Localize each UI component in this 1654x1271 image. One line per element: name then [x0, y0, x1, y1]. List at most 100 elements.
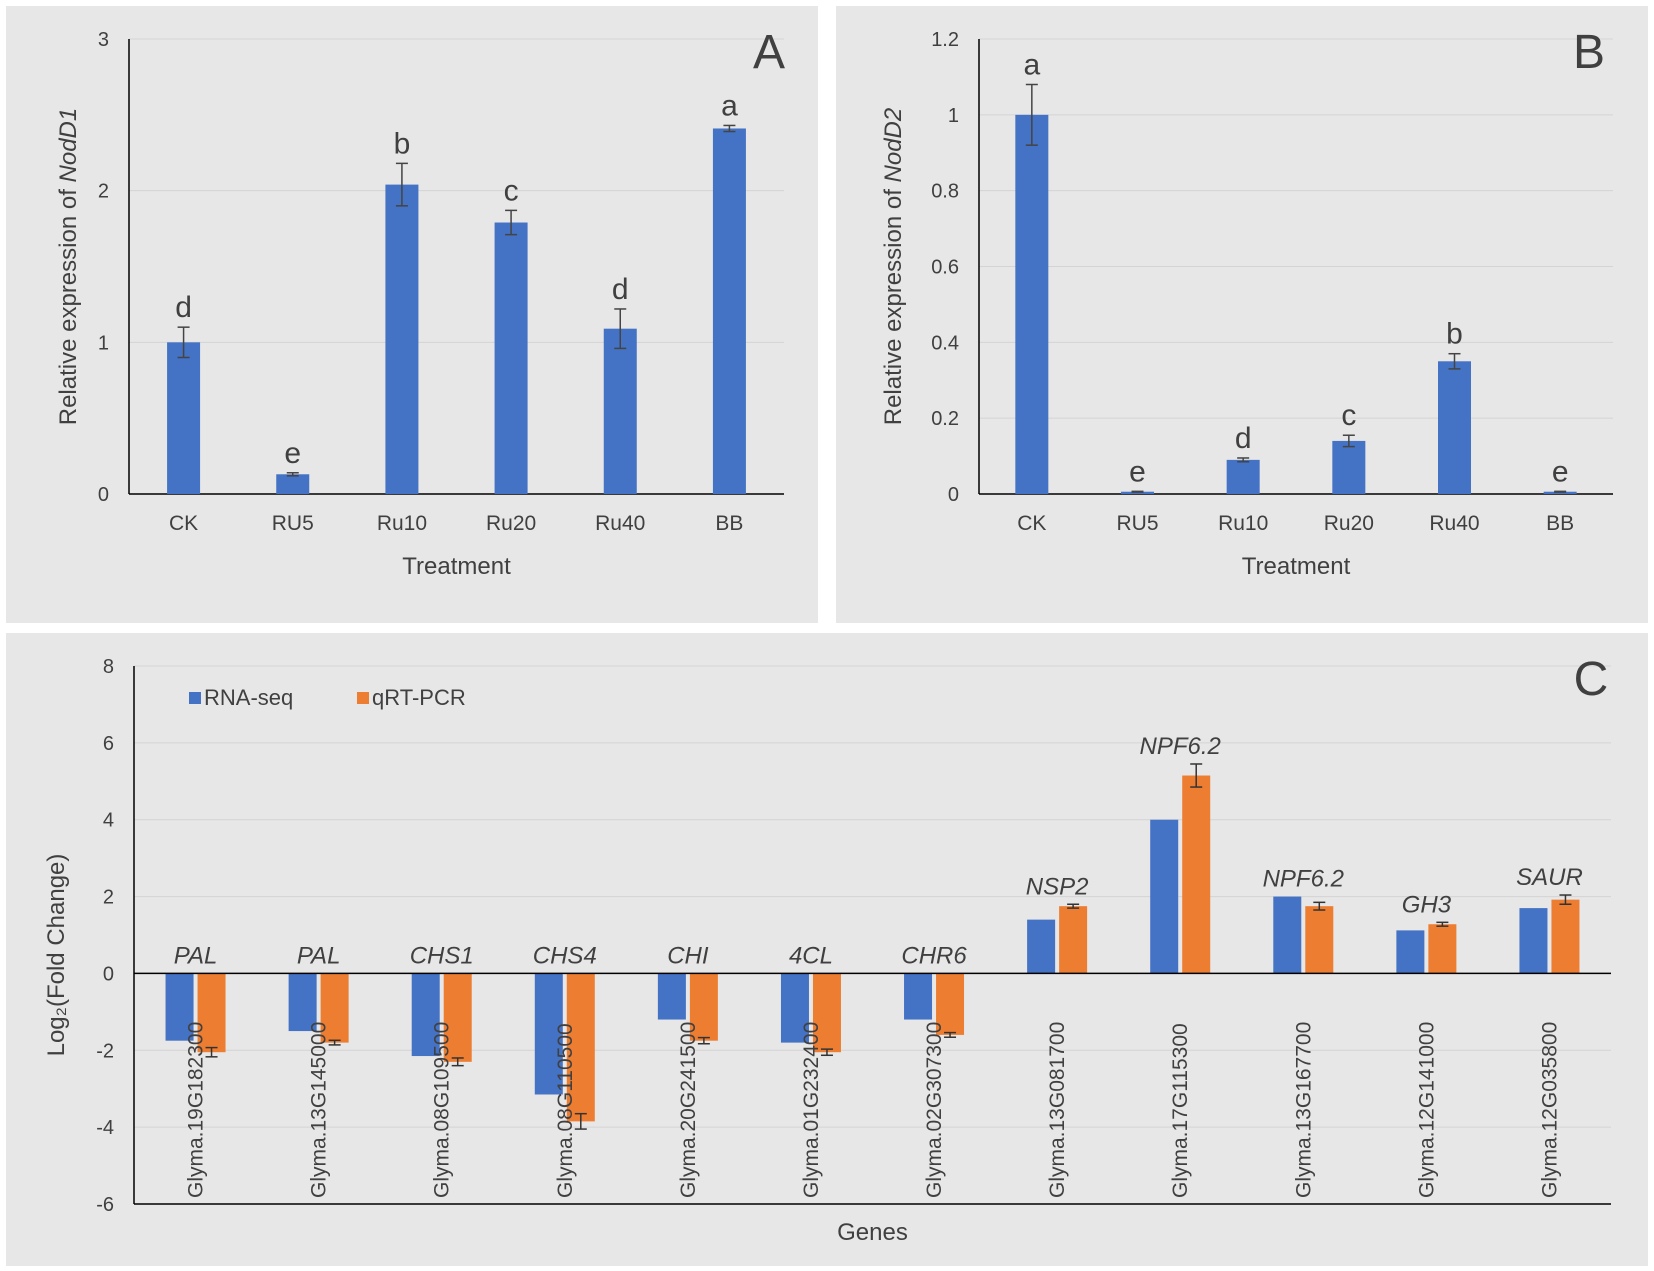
legend: RNA-seq qRT-PCR	[189, 685, 466, 710]
x-axis-title: Treatment	[402, 553, 511, 580]
y-tick-label: 4	[103, 810, 114, 832]
gene-name-label: NPF6.2	[1263, 866, 1344, 893]
legend-swatch-qrt-pcr	[357, 692, 369, 704]
x-tick-label: CK	[1017, 512, 1046, 535]
gene-name-label: CHS1	[410, 942, 474, 969]
y-tick-label: -6	[96, 1194, 114, 1216]
significance-letter: b	[1446, 318, 1463, 351]
bar-qrt-pcr	[1305, 906, 1334, 974]
nodd1-expression-chart: 0 1 2 3 d CK e RU5 b Ru10 c Ru20 d Ru40 a BB Treatment Re…	[55, 26, 785, 580]
fold-change-chart: -6 -4 -2 0 2 4 6 8 PAL Glyma.19G182300 PAL Glyma.13…	[43, 653, 1611, 1246]
legend-label-qrt-pcr: qRT-PCR	[372, 685, 466, 710]
x-tick-label: RU5	[1116, 512, 1158, 535]
bar-qrt-pcr	[320, 973, 349, 1043]
panel-b-nodd2-chart: 0 0.2 0.4 0.6 0.8 1 1.2 a CK e RU5 d Ru10 c Ru20 b Ru40 e…	[836, 6, 1648, 623]
x-tick-label: Ru10	[1218, 512, 1268, 535]
x-tick-label: Ru10	[377, 512, 427, 535]
bar	[1438, 361, 1471, 494]
bar	[1332, 440, 1366, 494]
y-axis-title: Log₂(Fold Change)	[43, 854, 70, 1057]
bar-qrt-pcr	[812, 973, 841, 1053]
bar-rna-seq	[904, 973, 933, 1020]
bar	[276, 474, 310, 494]
x-tick-label: Ru40	[595, 512, 645, 535]
y-tick-label: 8	[103, 656, 114, 678]
y-axis-title-gene: NodD2	[880, 108, 907, 183]
y-axis-title-text: Relative expression of	[880, 182, 907, 425]
y-axis-title: Relative expression of NodD2	[880, 108, 907, 426]
bar	[712, 128, 746, 494]
x-tick-label: BB	[715, 512, 743, 535]
y-tick-label: 0.4	[931, 332, 959, 354]
y-axis-title-gene: NodD1	[55, 108, 82, 183]
gene-name-label: GH3	[1402, 891, 1452, 918]
bar-rna-seq	[1273, 896, 1302, 974]
bar-qrt-pcr	[689, 973, 718, 1041]
bar-qrt-pcr	[197, 973, 226, 1053]
x-tick-label: Glyma.12G035800	[1538, 1022, 1561, 1198]
bar-rna-seq	[1150, 819, 1179, 974]
x-tick-label: Ru20	[486, 512, 536, 535]
bar-qrt-pcr	[1428, 924, 1457, 974]
gene-name-label: SAUR	[1516, 864, 1583, 891]
legend-swatch-rna-seq	[189, 692, 201, 704]
nodd2-expression-chart: 0 0.2 0.4 0.6 0.8 1 1.2 a CK e RU5 d Ru10 c Ru20 b Ru40 e…	[880, 26, 1613, 580]
y-tick-label: 3	[98, 29, 109, 51]
panel-label: B	[1573, 26, 1605, 79]
x-tick-label: CK	[169, 512, 198, 535]
bar-rna-seq	[411, 973, 440, 1057]
x-axis-title: Genes	[837, 1219, 908, 1246]
bar	[1543, 491, 1577, 494]
y-tick-label: 0.2	[931, 408, 959, 430]
y-axis-title-text: Relative expression of	[55, 182, 82, 425]
y-tick-label: -2	[96, 1040, 114, 1062]
gene-name-label: CHS4	[533, 942, 597, 969]
gene-name-label: NSP2	[1026, 873, 1089, 900]
y-tick-label: 0	[948, 484, 959, 506]
bar-qrt-pcr	[936, 973, 965, 1035]
significance-letter: d	[1235, 422, 1252, 455]
bar	[1015, 114, 1049, 494]
bar	[494, 222, 528, 494]
x-tick-label: Ru40	[1429, 512, 1479, 535]
y-tick-label: 1.2	[931, 29, 959, 51]
x-tick-label: RU5	[272, 512, 314, 535]
significance-letter: c	[1341, 399, 1356, 432]
panel-label: C	[1574, 653, 1609, 706]
x-tick-label: Glyma.13G081700	[1046, 1022, 1069, 1198]
bar-qrt-pcr	[566, 973, 595, 1122]
y-tick-label: 2	[103, 887, 114, 909]
x-tick-label: Ru20	[1324, 512, 1374, 535]
bar-qrt-pcr	[443, 973, 472, 1062]
gene-name-label: PAL	[297, 942, 341, 969]
panel-c-fold-change-chart: -6 -4 -2 0 2 4 6 8 PAL Glyma.19G182300 PAL Glyma.13…	[6, 633, 1648, 1266]
gene-name-label: NPF6.2	[1140, 733, 1221, 760]
legend-label-rna-seq: RNA-seq	[204, 685, 293, 710]
y-tick-label: 1	[98, 332, 109, 354]
bar-rna-seq	[657, 973, 686, 1020]
bar-rna-seq	[1519, 908, 1548, 974]
y-tick-label: 0.6	[931, 257, 959, 279]
bar	[1226, 459, 1260, 494]
y-axis-title: Relative expression of NodD1	[55, 108, 82, 426]
x-axis-title: Treatment	[1242, 553, 1351, 580]
bar-qrt-pcr	[1059, 906, 1088, 974]
bar-rna-seq	[534, 973, 563, 1095]
y-tick-label: 0	[98, 484, 109, 506]
bar-rna-seq	[1396, 930, 1425, 974]
bar	[385, 184, 419, 494]
y-tick-label: 0.8	[931, 181, 959, 203]
significance-letter: a	[721, 89, 738, 122]
x-tick-label: Glyma.20G241500	[677, 1022, 700, 1198]
significance-letter: a	[1023, 49, 1040, 82]
x-tick-label: Glyma.12G141000	[1415, 1022, 1438, 1198]
gene-name-label: PAL	[174, 942, 218, 969]
x-tick-label: Glyma.02G307300	[923, 1022, 946, 1198]
x-tick-label: Glyma.13G167700	[1292, 1022, 1315, 1198]
gene-name-label: CHI	[667, 942, 709, 969]
x-tick-label: Glyma.08G110500	[554, 1023, 577, 1198]
bar	[1121, 491, 1154, 494]
x-tick-label: Glyma.19G182300	[185, 1022, 208, 1198]
bar	[603, 328, 637, 494]
x-tick-label: Glyma.01G232400	[800, 1022, 823, 1198]
